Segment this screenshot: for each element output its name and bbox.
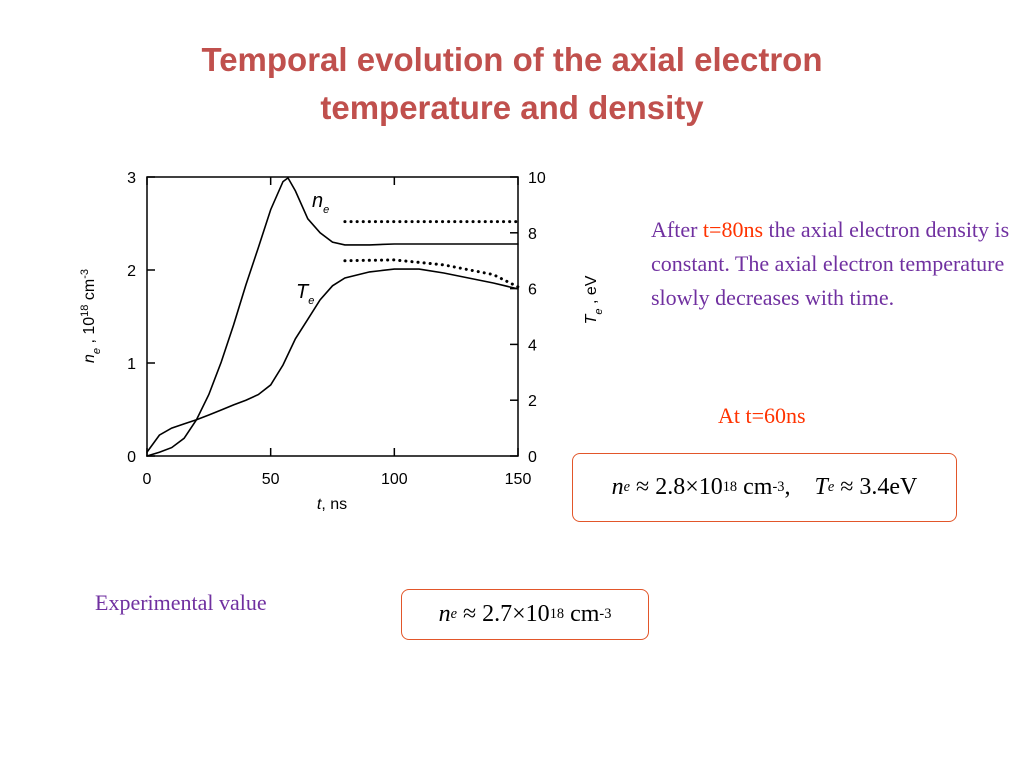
text-part: t=80ns	[702, 217, 764, 242]
y-tick-label: 1	[127, 356, 136, 373]
y2-tick-label: 0	[528, 449, 537, 466]
text-part: n	[312, 190, 323, 212]
text-part: -3	[772, 479, 785, 495]
text-part: cm	[564, 601, 600, 627]
text-part: e	[91, 348, 103, 354]
x-tick-label: 0	[143, 471, 152, 488]
text-part: After	[651, 217, 703, 242]
text-part: cm	[81, 279, 98, 305]
x-tick-label: 150	[505, 471, 532, 488]
text-part: e	[323, 204, 329, 216]
series-label: ne	[312, 190, 329, 216]
text-part: n	[611, 474, 624, 500]
series-line	[146, 176, 519, 457]
text-part: -3	[599, 606, 612, 622]
text-part: e	[827, 479, 835, 495]
series-line	[146, 268, 519, 453]
text-part: e	[450, 606, 457, 622]
text-part: 18	[549, 606, 565, 622]
note: After t=80ns the axial electron density …	[651, 213, 1011, 315]
text-part: T	[814, 474, 828, 500]
text-part: cm	[737, 474, 773, 500]
x-tick-label: 50	[262, 471, 280, 488]
text-part: n	[81, 354, 98, 363]
text-part: e	[593, 309, 605, 315]
text-part: ≈ 2.8×10	[630, 474, 723, 500]
text-part: , ns	[321, 496, 347, 513]
y2-tick-label: 8	[528, 226, 537, 243]
y-tick-label: 0	[127, 449, 136, 466]
y2-tick-label: 4	[528, 337, 537, 354]
text-part: e	[308, 295, 314, 307]
y-axis-label: ne , 1018 cm-3	[79, 269, 103, 363]
plot-frame	[146, 176, 519, 457]
text-part: 18	[722, 479, 738, 495]
y2-axis-label: Te , eV	[583, 275, 605, 324]
text-part: the axial electron density is constant. …	[651, 217, 1010, 310]
text-part: t	[317, 496, 322, 513]
y-tick-label: 3	[127, 170, 136, 187]
y2-tick-label: 10	[528, 170, 546, 187]
dotted-line	[343, 258, 520, 289]
text-part: n	[438, 601, 451, 627]
text-part: ≈ 3.4eV	[834, 474, 918, 500]
text-part: , 10	[81, 317, 98, 348]
slide-title: Temporal evolution of the axial electron…	[201, 41, 823, 126]
text-part: T	[583, 313, 600, 324]
x-tick-label: 100	[381, 471, 408, 488]
text-part: T	[296, 281, 310, 303]
text-part: -3	[79, 269, 91, 279]
text-part: e	[623, 479, 631, 495]
text-part: , eV	[583, 275, 600, 308]
y2-tick-label: 6	[528, 282, 537, 299]
x-axis-label: t, ns	[317, 496, 347, 513]
y2-tick-label: 2	[528, 393, 537, 410]
text-part: 18	[79, 305, 91, 317]
text-part: ≈ 2.7×10	[456, 601, 550, 627]
text-part: ,	[784, 474, 815, 500]
series-label: Te	[296, 281, 314, 307]
experimental-label: Experimental value	[95, 590, 267, 615]
at-label: At t=60ns	[718, 403, 806, 428]
y-tick-label: 2	[127, 263, 136, 280]
